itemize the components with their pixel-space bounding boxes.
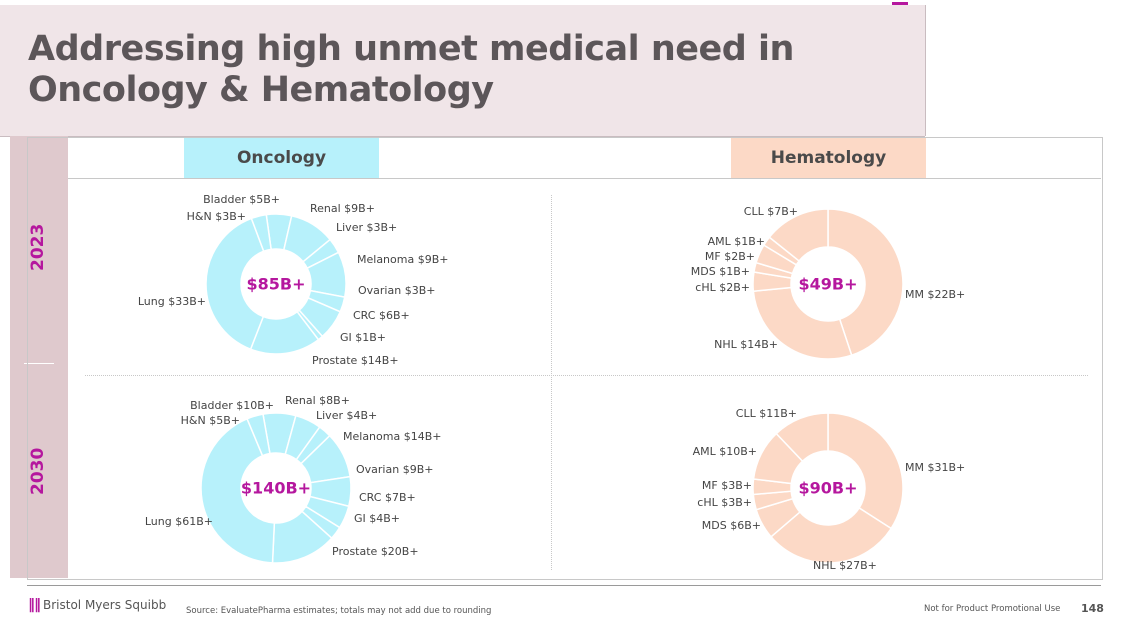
hematology-2023-label-mf: MF $2B+ <box>705 250 755 263</box>
oncology-2023-label-prostate: Prostate $14B+ <box>312 354 399 367</box>
hematology-2023-label-mds: MDS $1B+ <box>691 265 750 278</box>
oncology-2030-label-gi: GI $4B+ <box>354 512 400 525</box>
logo-text: Bristol Myers Squibb <box>43 598 167 612</box>
oncology-2030-label-melanoma: Melanoma $14B+ <box>343 430 441 443</box>
oncology-2023-slice-hn <box>250 213 272 253</box>
oncology-2023-label-renal: Renal $9B+ <box>310 202 375 215</box>
hematology-2030-slice-nhl <box>769 506 893 564</box>
oncology-2023-label-gi: GI $1B+ <box>340 331 386 344</box>
hematology-2023-label-nhl: NHL $14B+ <box>714 338 778 351</box>
hematology-header: Hematology <box>731 138 926 178</box>
hematology-2030-label-nhl: NHL $27B+ <box>813 559 877 572</box>
hematology-2030-label-aml: AML $10B+ <box>693 445 757 458</box>
hematology-2023-slice-cll <box>768 208 829 262</box>
oncology-2023-label-lung: Lung $33B+ <box>138 295 206 308</box>
oncology-2030-label-prostate: Prostate $20B+ <box>332 545 419 558</box>
oncology-2023-label-ovarian: Ovarian $3B+ <box>358 284 435 297</box>
hematology-2030-label-mf: MF $3B+ <box>702 479 752 492</box>
oncology-2030-slice-lung <box>200 417 276 564</box>
hematology-2023-label-mm: MM $22B+ <box>905 288 965 301</box>
source-note: Source: EvaluatePharma estimates; totals… <box>186 606 492 616</box>
footer-rule <box>27 585 1101 586</box>
page-title: Addressing high unmet medical need in On… <box>28 29 794 110</box>
oncology-2030-slice-hn <box>246 413 271 457</box>
logo-mark: ‖‖ <box>28 597 41 613</box>
hematology-2030-label-mds: MDS $6B+ <box>702 519 761 532</box>
oncology-2023-label-bladder: Bladder $5B+ <box>203 193 280 206</box>
oncology-2030-label-ovarian: Ovarian $9B+ <box>356 463 433 476</box>
hematology-2023-label-chl: cHL $2B+ <box>695 281 750 294</box>
year-band <box>10 136 68 578</box>
hematology-2023-label-cll: CLL $7B+ <box>744 205 798 218</box>
vertical-divider <box>551 195 552 570</box>
oncology-2030-center-total: $140B+ <box>241 479 311 498</box>
oncology-2023-center-total: $85B+ <box>247 275 306 294</box>
oncology-2030-label-bladder: Bladder $10B+ <box>190 399 274 412</box>
hematology-2030-slice-mm <box>827 412 904 530</box>
oncology-header: Oncology <box>184 138 379 178</box>
hematology-2030-slice-cll <box>775 412 829 463</box>
title-band: Addressing high unmet medical need in On… <box>0 5 926 137</box>
chart-panel <box>27 137 1103 580</box>
accent-dash <box>892 2 908 5</box>
oncology-2030-label-crc: CRC $7B+ <box>359 491 416 504</box>
hematology-2023-label-aml: AML $1B+ <box>708 235 765 248</box>
oncology-2030-label-liver: Liver $4B+ <box>316 409 377 422</box>
oncology-2023-label-liver: Liver $3B+ <box>336 221 397 234</box>
oncology-2030-label-renal: Renal $8B+ <box>285 394 350 407</box>
hematology-2023-center-total: $49B+ <box>799 275 858 294</box>
oncology-2023-slice-lung <box>205 217 265 351</box>
page-number: 148 <box>1081 602 1104 615</box>
hematology-2030-label-mm: MM $31B+ <box>905 461 965 474</box>
hematology-2030-label-cll: CLL $11B+ <box>736 407 797 420</box>
horizontal-divider <box>85 375 1088 376</box>
hematology-2030-center-total: $90B+ <box>799 479 858 498</box>
oncology-2023-label-crc: CRC $6B+ <box>353 309 410 322</box>
oncology-2023-label-melanoma: Melanoma $9B+ <box>357 253 448 266</box>
oncology-2030-label-hn: H&N $5B+ <box>181 414 240 427</box>
oncology-2023-label-hn: H&N $3B+ <box>187 210 246 223</box>
disclaimer: Not for Product Promotional Use <box>924 604 1061 614</box>
hematology-2023-slice-mm <box>827 208 904 357</box>
header-rule <box>68 178 1101 179</box>
hematology-2030-label-chl: cHL $3B+ <box>697 496 752 509</box>
oncology-2030-label-lung: Lung $61B+ <box>145 515 213 528</box>
company-logo: ‖‖ Bristol Myers Squibb <box>28 597 166 613</box>
hematology-2023-slice-nhl <box>752 286 853 360</box>
year-divider <box>24 363 54 364</box>
